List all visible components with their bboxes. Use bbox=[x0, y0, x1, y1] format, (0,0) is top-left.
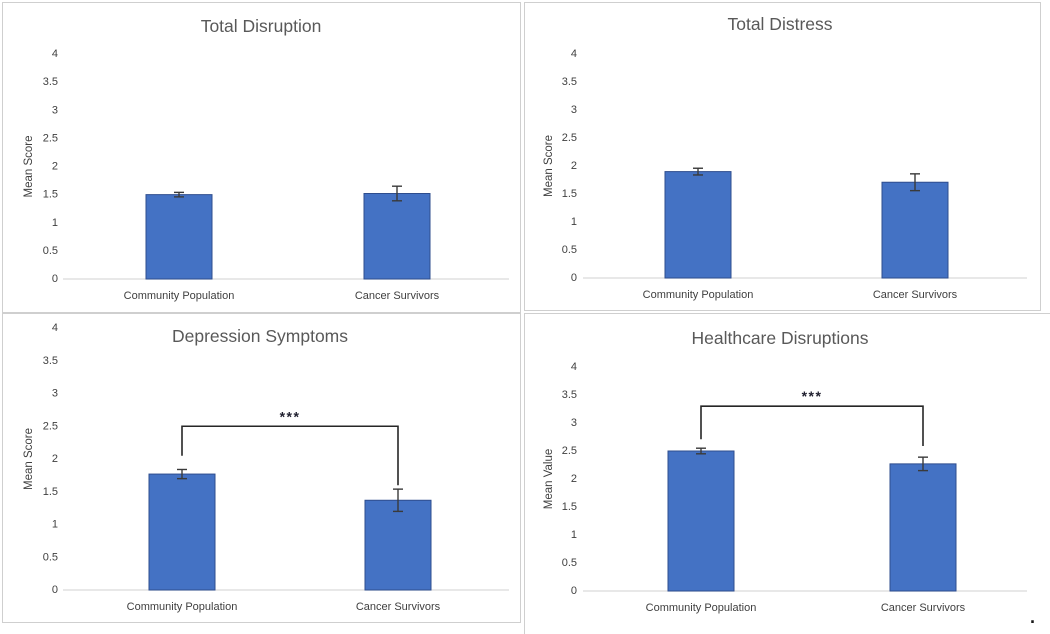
chart-svg: Healthcare Disruptions Mean Value 0 0.5 1 1.5… bbox=[543, 328, 1027, 614]
bar bbox=[889, 463, 957, 592]
y-tick-label: 2.5 bbox=[562, 132, 577, 144]
chart-title: Total Disruption bbox=[201, 16, 322, 36]
y-tick-label: 0.5 bbox=[43, 551, 58, 563]
y-tick-label: 1.5 bbox=[562, 501, 577, 513]
x-category-label: Cancer Survivors bbox=[873, 289, 958, 301]
bar bbox=[364, 499, 432, 591]
chart-svg: Total Disruption Mean Score 0 0.5 1 1.5 2 2.5 3 3… bbox=[23, 16, 509, 302]
y-tick-label: 2 bbox=[52, 161, 58, 173]
y-tick-label: 0 bbox=[52, 273, 58, 285]
bar bbox=[148, 473, 216, 591]
y-tick-label: 4 bbox=[571, 48, 577, 60]
y-tick-label: 2 bbox=[571, 160, 577, 172]
trailing-period-text: . bbox=[1030, 607, 1036, 627]
y-tick-label: 3 bbox=[52, 104, 58, 116]
y-tick-label: 3.5 bbox=[562, 76, 577, 88]
chart-title: Depression Symptoms bbox=[172, 326, 348, 346]
chart-panel-total-disruption: Total Disruption Mean Score 0 0.5 1 1.5 2 2.5 3 3… bbox=[2, 2, 521, 313]
y-axis-label: Mean Score bbox=[23, 428, 35, 490]
y-tick-label: 3 bbox=[52, 388, 58, 400]
y-tick-label: 3.5 bbox=[43, 355, 58, 367]
x-category-label: Cancer Survivors bbox=[881, 602, 966, 614]
y-axis-label: Mean Value bbox=[543, 449, 555, 510]
y-tick-label: 1 bbox=[571, 216, 577, 228]
y-tick-label: 3 bbox=[571, 104, 577, 116]
y-tick-label: 1 bbox=[571, 529, 577, 541]
y-tick-label: 2.5 bbox=[562, 445, 577, 457]
bar bbox=[145, 194, 213, 280]
bar bbox=[363, 193, 431, 280]
y-tick-label: 4 bbox=[52, 48, 58, 60]
x-category-label: Cancer Survivors bbox=[356, 601, 441, 613]
y-tick-label: 1.5 bbox=[43, 486, 58, 498]
significance-label: *** bbox=[802, 388, 823, 404]
y-tick-label: 0 bbox=[571, 272, 577, 284]
y-tick-label: 0.5 bbox=[562, 557, 577, 569]
y-tick-label: 4 bbox=[571, 361, 577, 373]
x-category-label: Cancer Survivors bbox=[355, 290, 440, 302]
y-tick-label: 1 bbox=[52, 519, 58, 531]
y-tick-label: 1 bbox=[52, 217, 58, 229]
chart-panel-healthcare-disruptions: Healthcare Disruptions Mean Value 0 0.5 1 1.5… bbox=[524, 313, 1050, 634]
significance-bracket bbox=[700, 405, 924, 446]
y-tick-label: 1.5 bbox=[43, 189, 58, 201]
x-category-label: Community Population bbox=[124, 290, 235, 302]
chart-svg: Depression Symptoms Mean Score 0 0.5 1 1.5 2 2.… bbox=[23, 322, 509, 613]
y-tick-label: 3.5 bbox=[43, 76, 58, 88]
chart-title: Healthcare Disruptions bbox=[691, 328, 868, 348]
y-tick-label: 1.5 bbox=[562, 188, 577, 200]
chart-panel-depression-symptoms: Depression Symptoms Mean Score 0 0.5 1 1.5 2 2.… bbox=[2, 313, 521, 623]
bar bbox=[881, 181, 949, 279]
x-category-label: Community Population bbox=[646, 602, 757, 614]
y-tick-label: 3.5 bbox=[562, 389, 577, 401]
y-tick-label: 2.5 bbox=[43, 132, 58, 144]
y-tick-label: 2 bbox=[52, 453, 58, 465]
y-tick-label: 0 bbox=[52, 584, 58, 596]
y-tick-label: 4 bbox=[52, 322, 58, 334]
y-axis-label: Mean Score bbox=[23, 135, 35, 197]
y-axis-label: Mean Score bbox=[543, 135, 555, 197]
chart-svg: Total Distress Mean Score 0 0.5 1 1.5 2 2.5 3 3.5… bbox=[543, 14, 1027, 301]
chart-panel-total-distress: Total Distress Mean Score 0 0.5 1 1.5 2 2.5 3 3.5… bbox=[524, 2, 1041, 311]
significance-label: *** bbox=[280, 408, 301, 424]
significance-bracket bbox=[181, 425, 399, 486]
y-tick-label: 3 bbox=[571, 417, 577, 429]
y-tick-label: 0.5 bbox=[562, 244, 577, 256]
bar bbox=[664, 171, 732, 279]
y-tick-label: 2 bbox=[571, 473, 577, 485]
y-tick-label: 0.5 bbox=[43, 245, 58, 257]
y-tick-label: 0 bbox=[571, 585, 577, 597]
chart-title: Total Distress bbox=[727, 14, 832, 34]
x-category-label: Community Population bbox=[127, 601, 238, 613]
x-category-label: Community Population bbox=[643, 289, 754, 301]
y-tick-label: 2.5 bbox=[43, 420, 58, 432]
bar bbox=[667, 450, 735, 592]
